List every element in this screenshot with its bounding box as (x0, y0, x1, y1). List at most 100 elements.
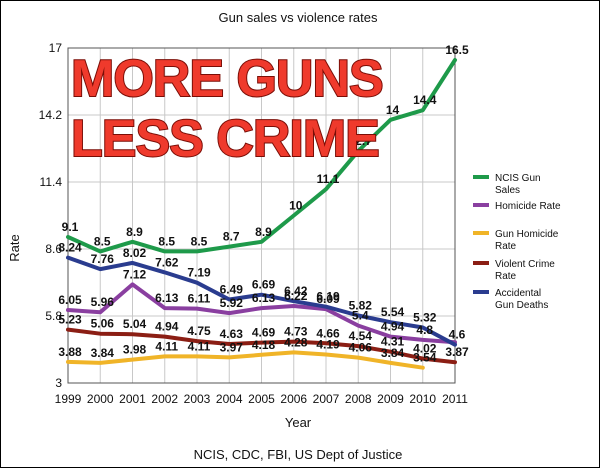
data-label: 6.19 (316, 290, 340, 304)
x-tick-label: 2004 (216, 392, 243, 406)
x-tick-label: 2011 (442, 392, 468, 406)
data-label: 4.63 (220, 327, 244, 341)
data-label: 7.12 (123, 267, 147, 281)
x-tick-label: 2007 (313, 392, 340, 406)
source-note: NCIS, CDC, FBI, US Dept of Justice (194, 447, 403, 462)
x-tick-label: 2009 (377, 392, 404, 406)
data-label: 5.04 (123, 317, 147, 331)
data-label: 10 (289, 199, 303, 213)
series-line-3 (66, 327, 457, 365)
data-label: 8.7 (223, 230, 240, 244)
data-label: 4.11 (155, 339, 178, 353)
data-label: 3.84 (381, 346, 405, 360)
y-tick-labels: 3 5.8 8.6 11.4 14.2 17 (39, 41, 63, 390)
legend-entry: Homicide Rate (495, 201, 561, 212)
data-label: 4.19 (316, 338, 340, 352)
data-label: 8.02 (123, 246, 147, 260)
series-line-4 (66, 255, 457, 347)
data-label: 5.06 (91, 317, 115, 331)
y-axis-title: Rate (7, 234, 22, 261)
data-label: 6.69 (252, 278, 276, 292)
data-label: 4.02 (413, 342, 437, 356)
data-label: 4.6 (449, 328, 466, 342)
data-label: 5.92 (220, 296, 244, 310)
y-tick-label: 17 (49, 41, 63, 55)
plot-area-border (67, 47, 456, 384)
overlay-headline-1: MORE GUNS (71, 50, 383, 108)
data-label: 4.94 (155, 320, 179, 334)
x-tick-label: 2001 (119, 392, 146, 406)
legend-entry: NCIS Gun Sales (495, 173, 541, 196)
data-label: 3.87 (445, 345, 469, 359)
data-label: 4.28 (284, 335, 308, 349)
gridlines (67, 47, 456, 384)
y-tick-label: 8.6 (45, 242, 62, 256)
legend: NCIS Gun Sales Homicide Rate Gun Homicide Ra… (473, 173, 561, 311)
data-label: 3.88 (58, 345, 82, 359)
data-label: 5.23 (58, 313, 82, 327)
data-label: 4.06 (349, 341, 373, 355)
data-label: 4.94 (381, 320, 405, 334)
x-tick-labels: 1999 2000 2001 2002 2003 2004 2005 2006 2007 2008… (55, 392, 469, 406)
y-tick-label: 5.8 (45, 309, 62, 323)
data-label: 8.9 (126, 225, 143, 239)
data-label: 4.18 (252, 338, 276, 352)
chart-title: Gun sales vs violence rates (219, 10, 378, 25)
x-tick-label: 2010 (409, 392, 436, 406)
legend-entry: Violent Crime Rate (495, 259, 555, 282)
x-tick-label: 2003 (184, 392, 211, 406)
data-label: 7.76 (91, 252, 115, 266)
data-label: 4.66 (316, 326, 340, 340)
data-label: 7.19 (187, 266, 211, 280)
data-label: 5.32 (413, 310, 437, 324)
series-line-1 (66, 282, 457, 345)
data-label: 3.84 (91, 346, 115, 360)
data-label: 4.31 (381, 335, 405, 349)
data-label: 4.54 (349, 329, 373, 343)
data-label: 4.8 (416, 323, 433, 337)
data-label: 6.49 (220, 282, 244, 296)
x-tick-label: 2000 (87, 392, 114, 406)
x-tick-label: 2008 (345, 392, 372, 406)
data-label: 14.4 (413, 93, 437, 107)
data-label: 4.11 (188, 339, 211, 353)
data-label: 4.75 (187, 324, 211, 338)
data-label: 16.5 (445, 43, 469, 57)
data-label: 8.5 (94, 234, 111, 248)
legend-entry: Accidental Gun Deaths (495, 288, 548, 311)
data-label: 4.73 (284, 325, 308, 339)
data-label: 9.1 (62, 220, 79, 234)
data-label: 3.54 (413, 351, 437, 365)
data-label: 12.7 (349, 134, 373, 148)
data-label: 5.82 (349, 299, 373, 313)
data-label: 6.42 (284, 284, 308, 298)
data-label: 6.22 (284, 289, 308, 303)
data-label: 6.09 (316, 292, 340, 306)
data-label: 3.97 (220, 340, 244, 354)
data-label: 8.5 (191, 234, 208, 248)
data-label: 6.13 (155, 291, 179, 305)
x-tick-label: 2006 (280, 392, 307, 406)
x-tick-label: 1999 (55, 392, 82, 406)
data-label: 7.62 (155, 255, 179, 269)
data-labels: 9.1 8.5 8.9 8.5 8.5 8.7 8.9 10 11.1 12.7 14 14.4 16.… (58, 43, 469, 365)
series-lines (66, 58, 457, 370)
data-label: 6.13 (252, 291, 276, 305)
data-label: 6.11 (188, 292, 211, 306)
x-axis-title: Year (285, 415, 312, 430)
data-label: 14 (386, 103, 400, 117)
data-label: 3.98 (123, 343, 147, 357)
data-label: 5.54 (381, 305, 405, 319)
y-tick-label: 14.2 (39, 108, 63, 122)
data-label: 5.4 (352, 309, 369, 323)
series-line-0 (66, 58, 457, 254)
series-line-2 (66, 350, 425, 370)
x-tick-label: 2005 (248, 392, 275, 406)
y-tick-label: 11.4 (40, 175, 63, 189)
data-label: 6.05 (58, 293, 82, 307)
data-label: 11.1 (317, 172, 340, 186)
overlay-headline-2: LESS CRIME (71, 110, 379, 168)
legend-entry: Gun Homicide Rate (495, 229, 559, 252)
y-tick-label: 3 (55, 376, 62, 390)
